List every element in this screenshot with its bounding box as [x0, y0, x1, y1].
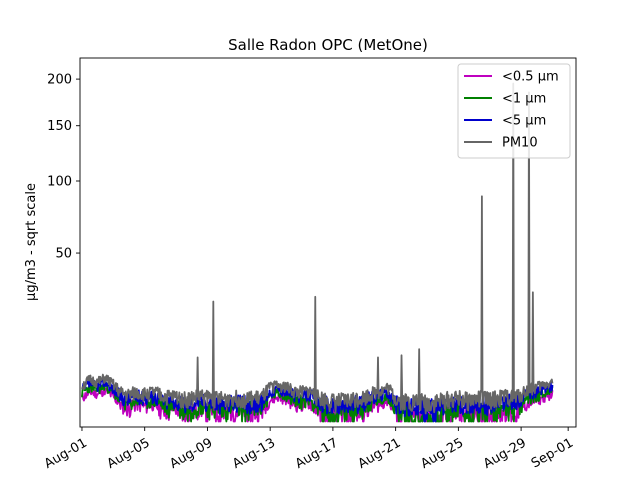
legend: <0.5 µm <1 µm <5 µm PM10	[457, 63, 571, 159]
x-tick-label: Aug-09	[167, 436, 215, 472]
series-line-4	[81, 82, 554, 415]
y-axis-label: µg/m3 - sqrt scale	[24, 183, 39, 301]
legend-box	[457, 63, 571, 159]
series-layer	[81, 82, 554, 423]
x-tick-label: Aug-17	[293, 436, 341, 472]
y-tick-label: 50	[55, 247, 72, 262]
x-tick-label: Aug-25	[418, 436, 466, 472]
x-tick-label: Sep-01	[529, 436, 576, 472]
x-tick-label: Aug-21	[356, 436, 404, 472]
legend-entry-label: <5 µm	[502, 114, 546, 129]
y-tick-label: 200	[47, 73, 72, 88]
legend-entry-label: <0.5 µm	[502, 70, 559, 85]
x-tick-label: Aug-05	[105, 436, 153, 472]
plot-frame	[79, 57, 577, 428]
y-tick-label: 100	[47, 175, 72, 190]
legend-entry-label: <1 µm	[502, 92, 546, 107]
chart-title: Salle Radon OPC (MetOne)	[228, 36, 428, 54]
x-tick-label: Aug-29	[481, 436, 529, 472]
y-tick-label: 150	[47, 119, 72, 134]
x-tick-label: Aug-01	[42, 436, 90, 472]
legend-entry-label: PM10	[502, 136, 538, 151]
x-tick-label: Aug-13	[230, 436, 278, 472]
